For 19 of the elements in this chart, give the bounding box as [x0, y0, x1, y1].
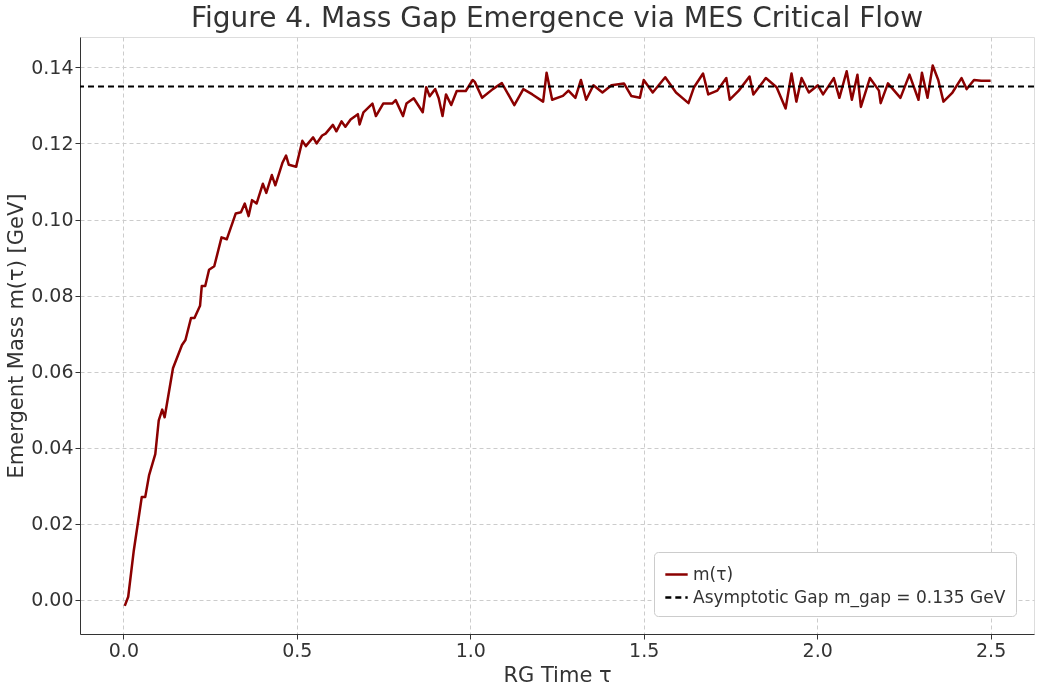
y-tick-label: 0.00	[31, 588, 74, 611]
y-tick-label: 0.12	[31, 131, 74, 154]
chart-title: Figure 4. Mass Gap Emergence via MES Critical Flow	[190, 1, 924, 34]
y-axis-title: Emergent Mass m(τ) [GeV]	[4, 193, 29, 479]
x-tick-label: 0.0	[108, 638, 139, 661]
x-tick-label: 2.0	[802, 638, 833, 661]
y-tick-label: 0.10	[31, 208, 74, 231]
x-axis-title: RG Time τ	[503, 662, 612, 687]
legend-label: m(τ)	[693, 563, 734, 584]
y-tick-label: 0.08	[31, 284, 74, 307]
x-tick-label: 1.0	[455, 638, 486, 661]
legend-label: Asymptotic Gap m_gap = 0.135 GeV	[693, 586, 1006, 608]
y-tick-label: 0.02	[31, 512, 74, 535]
x-tick-label: 0.5	[282, 638, 313, 661]
y-tick-label: 0.14	[31, 55, 74, 78]
x-tick-label: 1.5	[629, 638, 660, 661]
x-tick-label: 2.5	[976, 638, 1007, 661]
y-tick-label: 0.04	[31, 436, 74, 459]
y-tick-label: 0.06	[31, 360, 74, 383]
